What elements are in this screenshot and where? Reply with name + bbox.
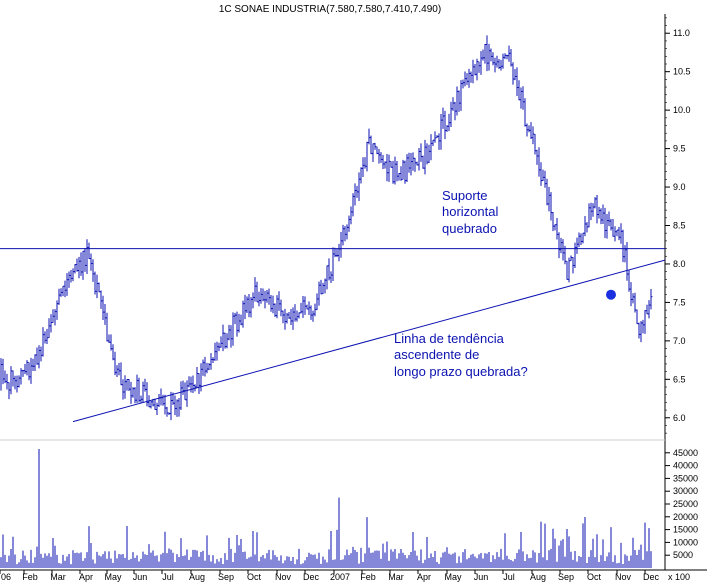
price-tick-label: 8.5 xyxy=(673,221,686,231)
annotation-support-line-2: horizontal xyxy=(442,204,498,219)
price-bars xyxy=(0,35,653,421)
reference-lines xyxy=(0,248,666,423)
price-tick-label: 8.0 xyxy=(673,259,686,269)
x-tick-label: Apr xyxy=(417,572,431,582)
annotation-support: Suporte horizontal quebrado xyxy=(442,188,498,236)
x-tick-label: Jun xyxy=(133,572,148,582)
x-tick-label: Oct xyxy=(587,572,602,582)
volume-tick-label: 20000 xyxy=(673,512,698,522)
price-tick-label: 9.0 xyxy=(673,182,686,192)
price-tick-label: 6.5 xyxy=(673,374,686,384)
x-tick-label: Jul xyxy=(503,572,515,582)
x-axis-labels: 06 Feb Mar Apr May Jun Jul Aug Sep Oct Nov Dec 2007 F… xyxy=(0,570,659,582)
annotation-trend-line-1: Linha de tendência xyxy=(394,331,505,346)
price-tick-label: 9.5 xyxy=(673,144,686,154)
annotation-support-line-1: Suporte xyxy=(442,188,488,203)
x-tick-label: Mar xyxy=(388,572,404,582)
volume-tick-label: 5000 xyxy=(673,550,693,560)
price-tick-label: 10.0 xyxy=(673,105,691,115)
volume-tick-label: 30000 xyxy=(673,486,698,496)
x-tick-label: Jul xyxy=(162,572,174,582)
x-tick-label: Mar xyxy=(50,572,66,582)
x-tick-label: Sep xyxy=(218,572,234,582)
x-tick-label: Feb xyxy=(360,572,376,582)
breakout-marker xyxy=(606,289,616,300)
x-tick-label: 2007 xyxy=(330,572,350,582)
annotation-trend-line-3: longo prazo quebrada? xyxy=(394,364,528,379)
volume-tick-label: 25000 xyxy=(673,499,698,509)
x-tick-label: Oct xyxy=(247,572,262,582)
x-tick-label: Aug xyxy=(189,572,205,582)
volume-tick-label: 15000 xyxy=(673,525,698,535)
annotation-support-line-3: quebrado xyxy=(442,221,497,236)
x-tick-label: May xyxy=(444,572,462,582)
volume-unit-label: x 100 xyxy=(668,572,690,582)
chart-title: 1C SONAE INDUSTRIA(7.580,7.580,7.410,7.4… xyxy=(219,4,441,15)
price-tick-label: 10.5 xyxy=(673,67,691,77)
x-tick-label: Nov xyxy=(615,572,632,582)
x-tick-label: Dec xyxy=(643,572,660,582)
x-tick-label: Aug xyxy=(530,572,546,582)
volume-axis-ticks: 5000 10000 15000 20000 25000 30000 35000 40000 4… xyxy=(665,448,698,560)
x-tick-label: 06 xyxy=(1,572,11,582)
trend-line xyxy=(72,259,666,423)
price-tick-label: 6.0 xyxy=(673,413,686,423)
volume-tick-label: 10000 xyxy=(673,537,698,547)
x-tick-label: Jun xyxy=(474,572,489,582)
volume-tick-label: 40000 xyxy=(673,461,698,471)
price-axis-ticks: 6.0 6.5 7.0 7.5 8.0 8.5 9.0 9.5 10.0 10.5 11.0 xyxy=(665,17,691,434)
price-tick-label: 7.0 xyxy=(673,336,686,346)
x-tick-label: Dec xyxy=(303,572,320,582)
price-tick-label: 11.0 xyxy=(673,28,690,38)
annotation-trend-line-2: ascendente de xyxy=(394,347,479,362)
x-tick-label: Sep xyxy=(558,572,574,582)
x-tick-label: Apr xyxy=(79,572,93,582)
x-tick-label: Nov xyxy=(275,572,292,582)
volume-bars xyxy=(0,448,652,568)
x-tick-label: May xyxy=(104,572,122,582)
x-tick-label: Feb xyxy=(22,572,38,582)
volume-tick-label: 45000 xyxy=(673,448,698,458)
price-tick-label: 7.5 xyxy=(673,297,686,307)
annotation-trendline: Linha de tendência ascendente de longo p… xyxy=(394,331,528,379)
volume-tick-label: 35000 xyxy=(673,473,698,483)
